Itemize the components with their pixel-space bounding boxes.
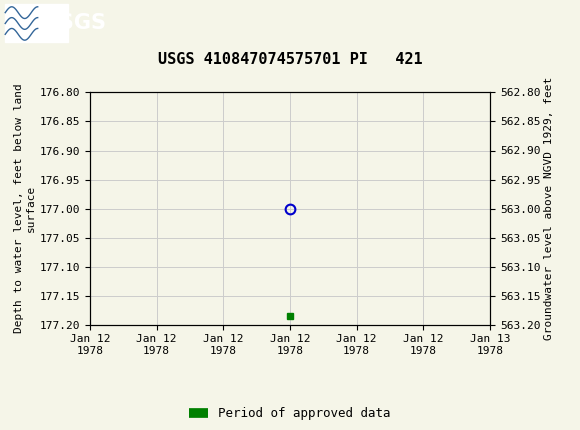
Text: USGS 410847074575701 PI   421: USGS 410847074575701 PI 421 bbox=[158, 52, 422, 67]
Y-axis label: Groundwater level above NGVD 1929, feet: Groundwater level above NGVD 1929, feet bbox=[545, 77, 554, 340]
Legend: Period of approved data: Period of approved data bbox=[184, 402, 396, 425]
Text: USGS: USGS bbox=[42, 12, 106, 33]
Bar bbox=[5, 3, 68, 42]
Y-axis label: Depth to water level, feet below land
surface: Depth to water level, feet below land su… bbox=[14, 84, 35, 333]
